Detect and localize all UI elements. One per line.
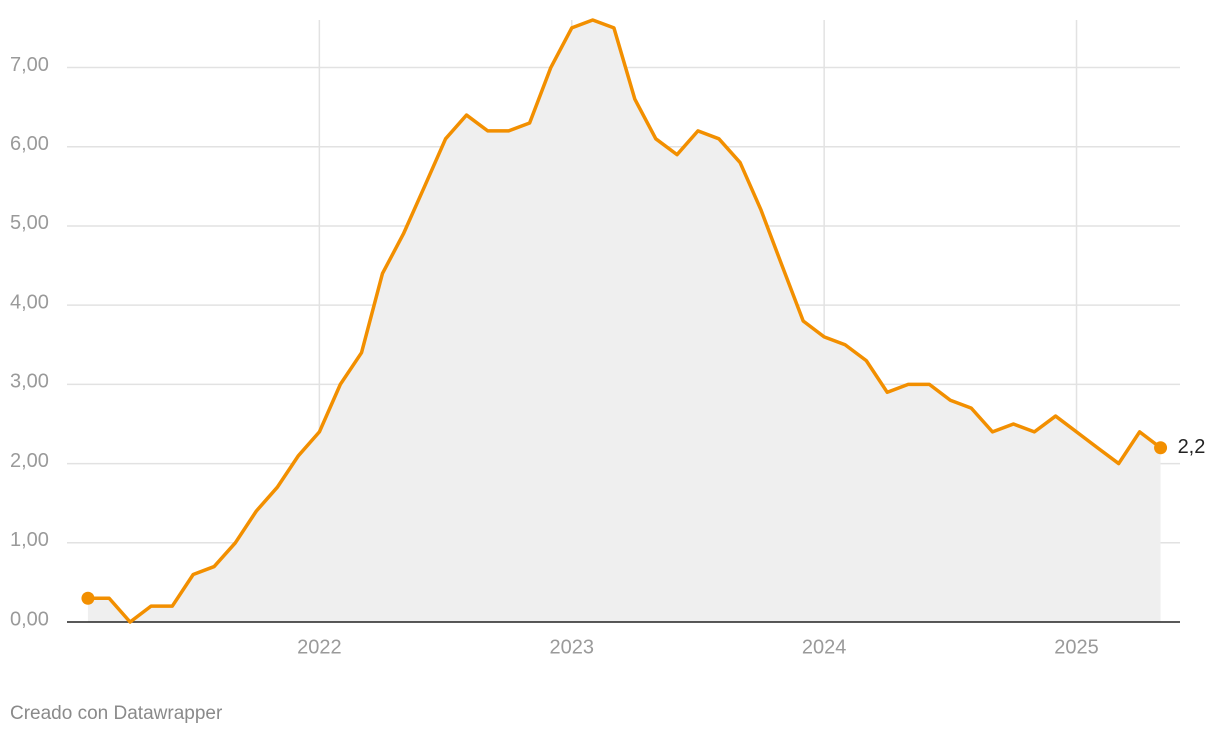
end-marker <box>1154 441 1168 455</box>
y-tick-label: 1,00 <box>10 529 49 551</box>
x-tick-label: 2022 <box>297 636 342 658</box>
line <box>87 18 1162 624</box>
y-tick-label: 2,00 <box>10 450 49 472</box>
y-tick-label: 7,00 <box>10 54 49 76</box>
footer: Creado con Datawrapper <box>10 703 223 724</box>
end-marker <box>81 591 95 605</box>
value-label: 2,2 <box>1178 436 1206 458</box>
x-tick-label: 2025 <box>1054 636 1099 658</box>
area <box>87 20 1161 622</box>
y-tick-label: 3,00 <box>10 371 49 393</box>
y-tick-label: 6,00 <box>10 133 49 155</box>
x-tick-label: 2024 <box>802 636 847 658</box>
y-tick-label: 0,00 <box>10 608 49 630</box>
y-tick-label: 4,00 <box>10 291 49 313</box>
x-tick-label: 2023 <box>550 636 595 658</box>
y-tick-label: 5,00 <box>10 212 49 234</box>
